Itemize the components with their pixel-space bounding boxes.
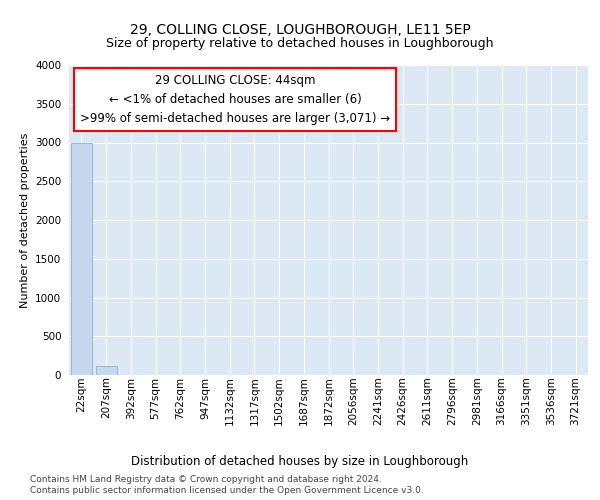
Bar [95, 366, 116, 375]
Text: 29 COLLING CLOSE: 44sqm
← <1% of detached houses are smaller (6)
>99% of semi-de: 29 COLLING CLOSE: 44sqm ← <1% of detache… [80, 74, 390, 126]
Text: 29, COLLING CLOSE, LOUGHBOROUGH, LE11 5EP: 29, COLLING CLOSE, LOUGHBOROUGH, LE11 5E… [130, 22, 470, 36]
Text: Contains public sector information licensed under the Open Government Licence v3: Contains public sector information licen… [30, 486, 424, 495]
Bar [71, 142, 92, 375]
Text: Distribution of detached houses by size in Loughborough: Distribution of detached houses by size … [131, 454, 469, 468]
Text: Contains HM Land Registry data © Crown copyright and database right 2024.: Contains HM Land Registry data © Crown c… [30, 475, 382, 484]
Text: Size of property relative to detached houses in Loughborough: Size of property relative to detached ho… [106, 38, 494, 51]
Y-axis label: Number of detached properties: Number of detached properties [20, 132, 29, 308]
